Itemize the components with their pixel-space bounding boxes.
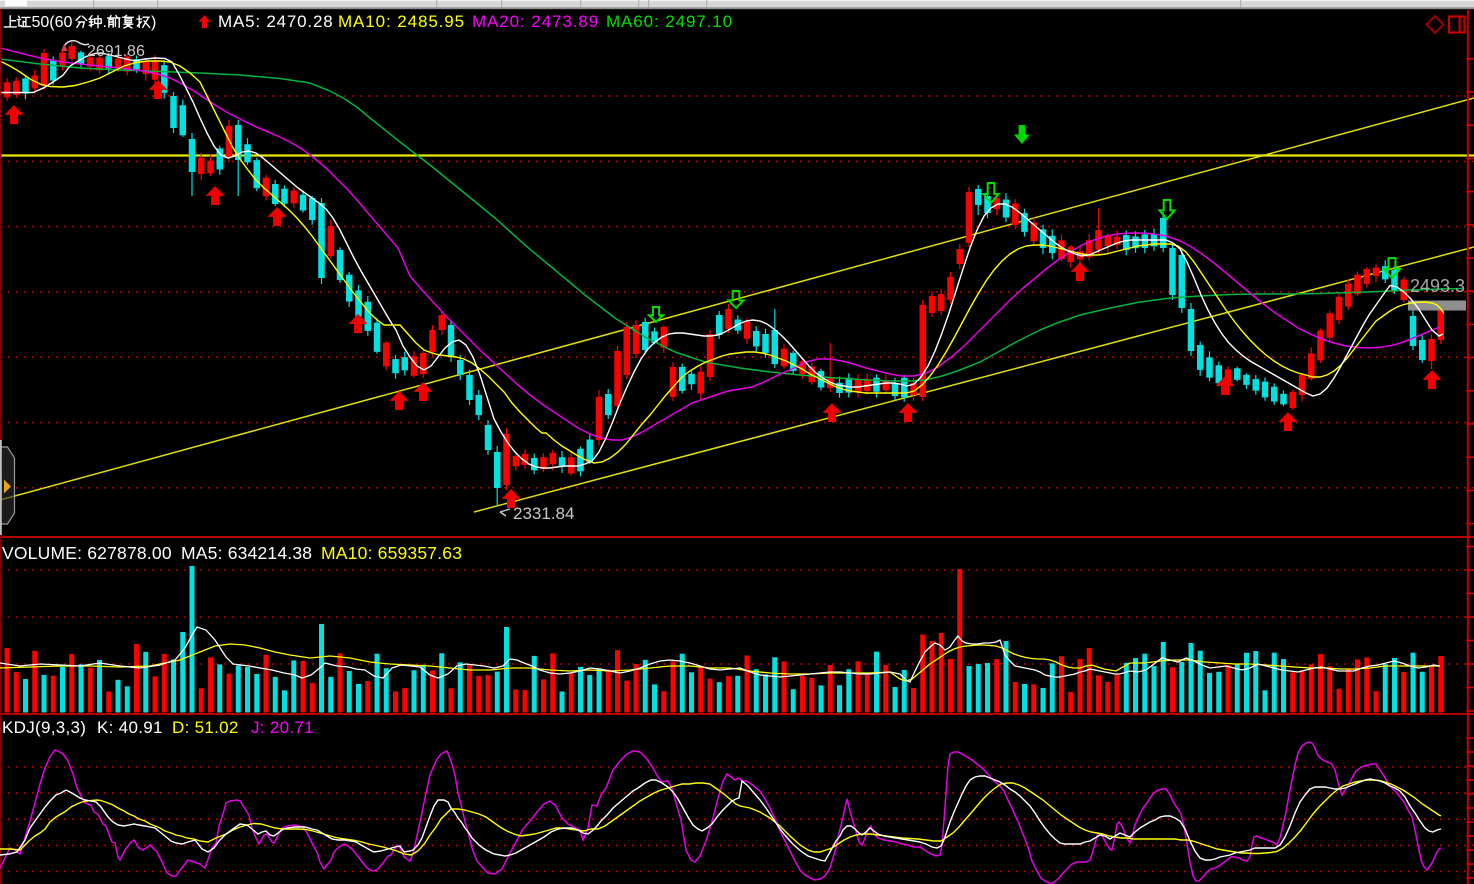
svg-text:K: 40.91: K: 40.91 xyxy=(97,718,163,737)
svg-text:KDJ(9,3,3): KDJ(9,3,3) xyxy=(2,718,86,737)
svg-text:MA60: 2497.10: MA60: 2497.10 xyxy=(606,12,733,31)
svg-text:D: 51.02: D: 51.02 xyxy=(172,718,239,737)
svg-text:2691.86: 2691.86 xyxy=(87,43,145,60)
svg-text:MA10: 659357.63: MA10: 659357.63 xyxy=(321,543,462,563)
svg-text:MA20: 2473.89: MA20: 2473.89 xyxy=(472,12,599,31)
svg-text:2493.3: 2493.3 xyxy=(1410,276,1465,296)
svg-text:VOLUME: 627878.00: VOLUME: 627878.00 xyxy=(2,543,172,563)
svg-text:.: . xyxy=(103,14,107,31)
svg-text:50(60: 50(60 xyxy=(32,14,73,31)
svg-text:J: 20.71: J: 20.71 xyxy=(251,718,314,737)
svg-text:MA5: 634214.38: MA5: 634214.38 xyxy=(181,543,312,563)
svg-text:MA5: 2470.28: MA5: 2470.28 xyxy=(218,12,333,31)
svg-text:2331.84: 2331.84 xyxy=(513,504,574,523)
svg-text:): ) xyxy=(151,14,156,31)
svg-text:MA10: 2485.95: MA10: 2485.95 xyxy=(338,12,465,31)
